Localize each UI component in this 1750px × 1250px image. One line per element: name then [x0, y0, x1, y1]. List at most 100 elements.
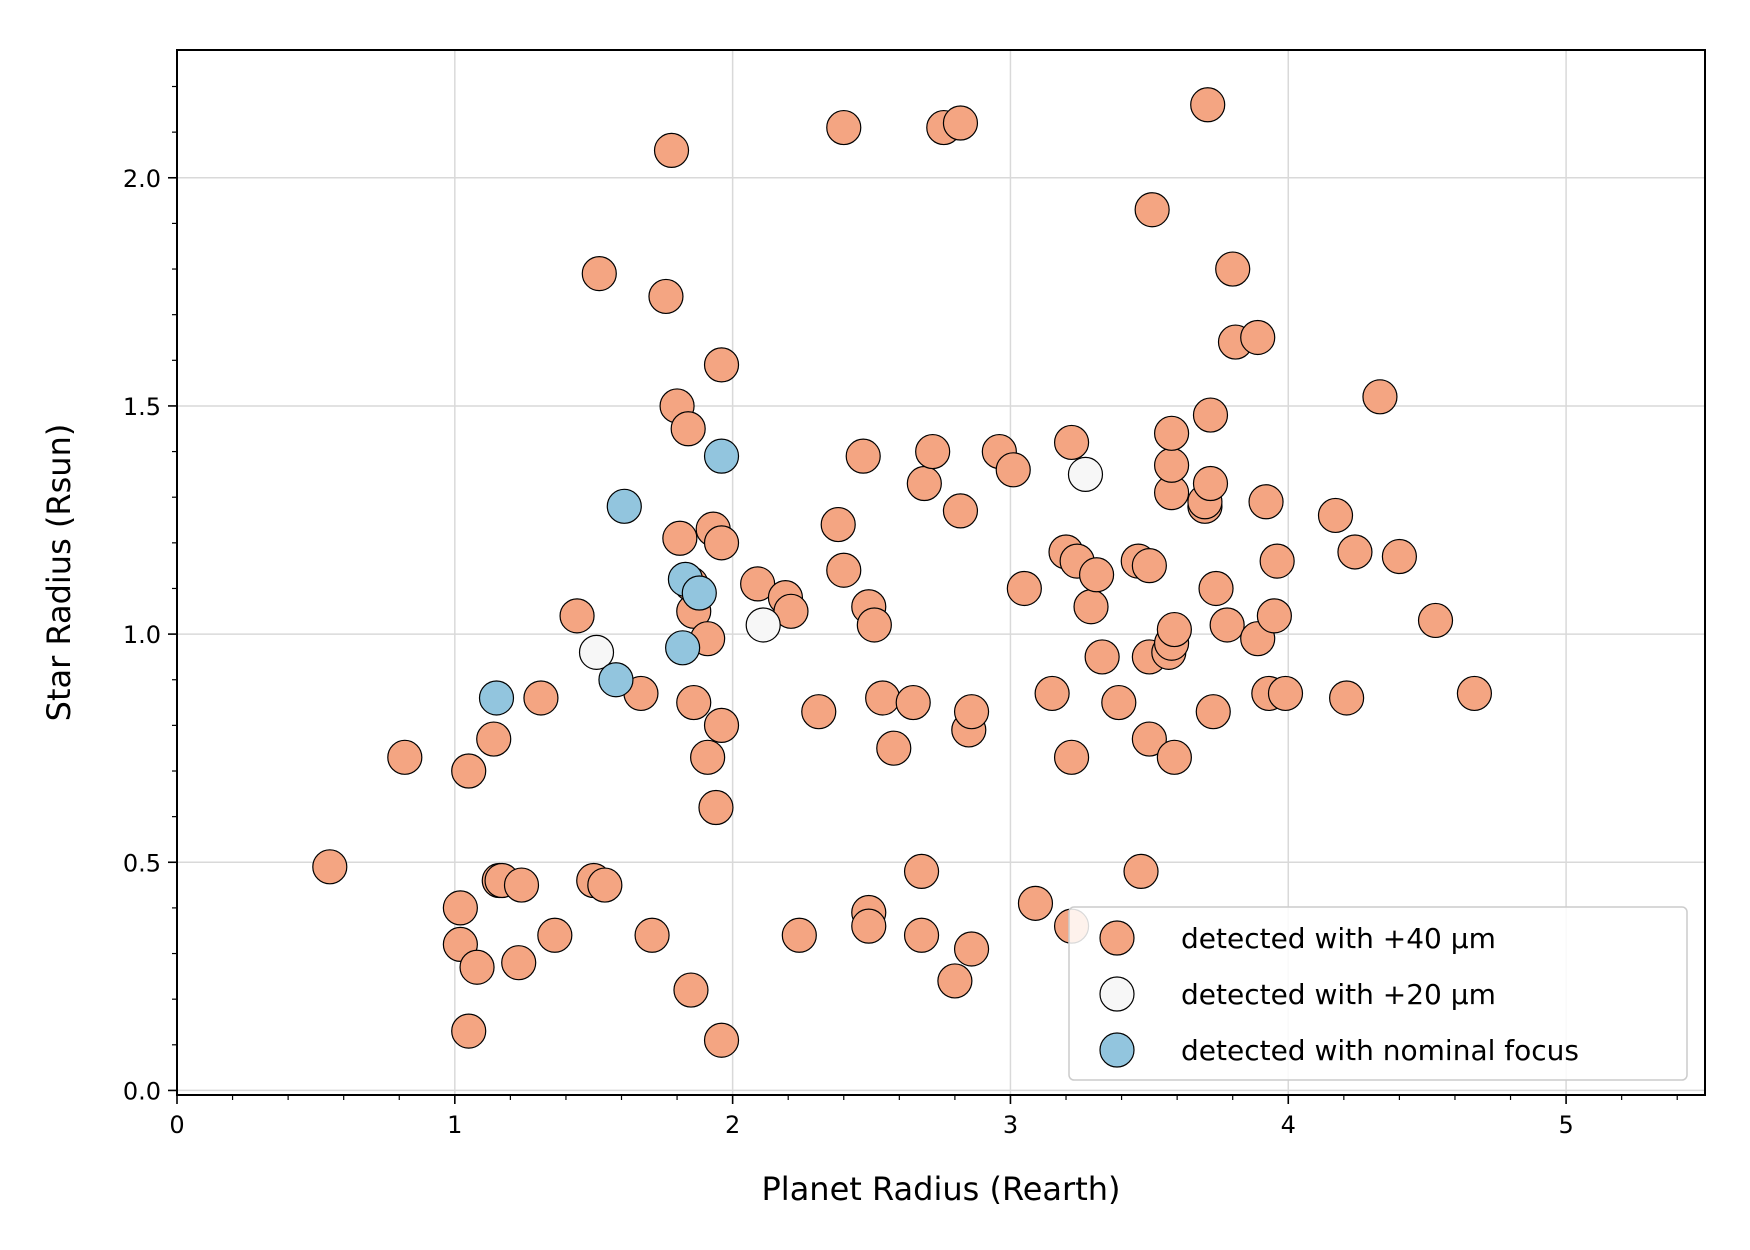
data-point-series-0 — [387, 739, 423, 775]
legend-box — [1068, 906, 1688, 1081]
data-point-series-0 — [1362, 379, 1398, 415]
data-point-series-0 — [451, 1013, 487, 1049]
data-point-series-0 — [865, 680, 901, 716]
data-point-series-0 — [1381, 538, 1418, 575]
data-point-series-0 — [648, 278, 684, 315]
data-point-series-0 — [1153, 447, 1190, 483]
x-tick-label: 4 — [1281, 1111, 1296, 1139]
legend-label: detected with +20 μm — [1181, 978, 1496, 1011]
data-point-series-0 — [537, 917, 573, 953]
data-point-series-2 — [681, 575, 717, 611]
legend-label: detected with +40 μm — [1181, 922, 1496, 955]
y-tick-label: 0.0 — [123, 1077, 161, 1105]
data-point-series-0 — [653, 132, 690, 168]
data-point-series-0 — [1156, 611, 1192, 648]
data-point-series-0 — [670, 411, 706, 447]
data-point-series-0 — [1248, 484, 1284, 520]
data-point-series-0 — [1456, 675, 1493, 712]
data-point-series-0 — [1198, 570, 1234, 607]
data-point-series-0 — [1053, 739, 1090, 775]
y-axis-label: Star Radius (Rsun) — [40, 424, 78, 722]
data-point-series-0 — [523, 680, 559, 716]
data-point-series-0 — [826, 552, 862, 588]
data-point-series-0 — [698, 789, 734, 826]
data-point-series-0 — [1017, 885, 1054, 921]
data-point-series-0 — [942, 493, 979, 529]
data-point-series-0 — [1256, 598, 1292, 634]
data-points — [312, 87, 1493, 1058]
data-point-series-0 — [1053, 424, 1090, 461]
legend-marker — [1099, 1032, 1135, 1068]
x-tick-label: 0 — [169, 1111, 184, 1139]
data-point-series-2 — [665, 630, 701, 666]
data-point-series-0 — [903, 853, 940, 889]
data-point-series-2 — [478, 680, 515, 716]
data-point-series-0 — [915, 433, 951, 470]
plot-frame — [176, 49, 1706, 1096]
data-point-series-0 — [1156, 739, 1192, 775]
data-point-series-0 — [820, 506, 856, 543]
data-point-series-0 — [995, 452, 1031, 488]
data-point-series-0 — [634, 917, 670, 953]
data-point-series-0 — [1101, 684, 1137, 721]
x-tick-label: 3 — [1003, 1111, 1018, 1139]
y-tick-label: 1.5 — [123, 393, 161, 421]
data-point-series-0 — [876, 730, 912, 766]
data-point-series-0 — [1215, 251, 1251, 287]
data-point-series-0 — [1259, 543, 1295, 579]
data-point-series-0 — [1131, 548, 1167, 584]
data-point-series-0 — [503, 867, 540, 903]
data-point-series-0 — [1034, 675, 1070, 712]
data-point-series-0 — [442, 890, 478, 926]
data-point-series-0 — [1192, 465, 1229, 502]
data-point-series-1 — [1067, 456, 1104, 492]
data-point-series-0 — [676, 684, 712, 721]
x-tick-label: 1 — [447, 1111, 462, 1139]
data-point-series-2 — [598, 662, 634, 698]
legend-marker — [1099, 976, 1135, 1012]
data-point-series-0 — [1192, 397, 1229, 433]
data-point-series-0 — [942, 105, 979, 141]
data-point-series-0 — [451, 753, 487, 789]
data-point-series-0 — [703, 1022, 740, 1058]
data-point-series-0 — [703, 347, 740, 383]
data-point-series-2 — [606, 488, 642, 524]
data-point-series-0 — [856, 607, 892, 643]
data-point-series-0 — [1329, 680, 1365, 716]
data-point-series-0 — [459, 949, 495, 985]
data-point-series-0 — [1153, 415, 1190, 451]
data-point-series-0 — [1006, 570, 1042, 607]
data-point-series-0 — [1337, 534, 1373, 570]
data-point-series-1 — [578, 634, 615, 670]
data-point-series-0 — [851, 908, 887, 944]
data-point-series-2 — [703, 438, 740, 474]
data-point-series-0 — [906, 465, 942, 502]
data-point-series-0 — [1209, 607, 1245, 643]
data-point-series-0 — [690, 739, 726, 775]
legend-label: detected with nominal focus — [1181, 1034, 1579, 1067]
data-point-series-0 — [1134, 192, 1170, 228]
data-point-series-0 — [673, 972, 709, 1008]
data-point-series-0 — [1123, 853, 1159, 889]
data-point-series-0 — [826, 109, 862, 146]
data-point-series-0 — [845, 438, 881, 474]
data-point-series-0 — [903, 917, 940, 953]
x-tick-label: 2 — [725, 1111, 740, 1139]
x-tick-label: 5 — [1558, 1111, 1573, 1139]
data-point-series-0 — [1417, 602, 1454, 639]
y-tick-label: 0.5 — [123, 849, 161, 877]
legend: detected with +40 μm detected with +20 μm… — [1068, 906, 1688, 1081]
x-axis-label: Planet Radius (Rearth) — [762, 1170, 1121, 1208]
data-point-series-0 — [1078, 557, 1115, 593]
data-point-series-0 — [703, 707, 740, 743]
data-point-series-0 — [1267, 675, 1304, 712]
data-point-series-0 — [476, 721, 512, 757]
data-point-series-0 — [581, 256, 617, 292]
data-point-series-0 — [587, 867, 623, 903]
data-point-series-0 — [703, 525, 740, 561]
y-tick-label: 2.0 — [123, 165, 161, 193]
data-point-series-0 — [781, 917, 817, 953]
data-point-series-0 — [1073, 589, 1109, 625]
data-point-series-0 — [1131, 721, 1167, 757]
